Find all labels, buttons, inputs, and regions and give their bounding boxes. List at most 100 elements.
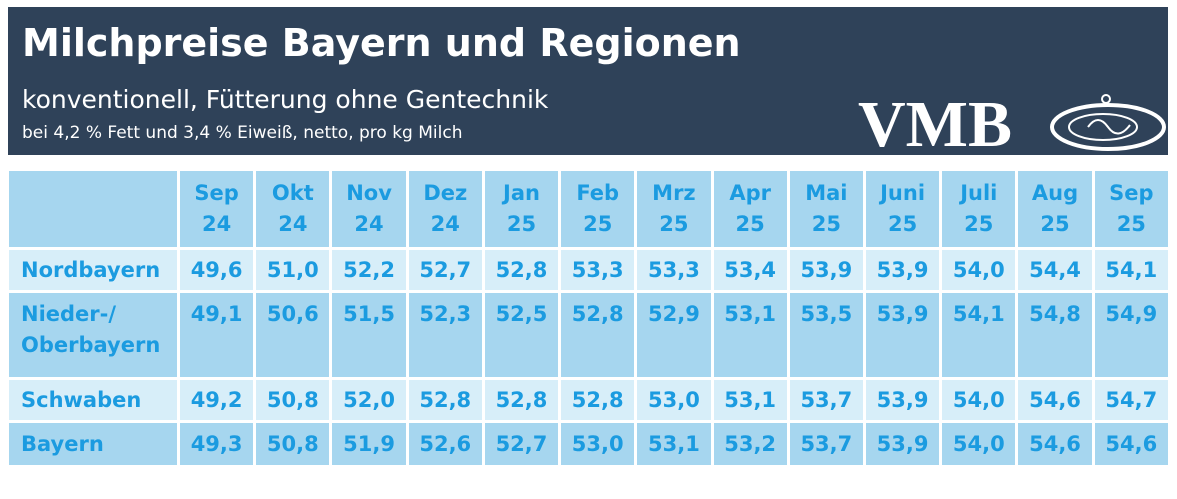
- value-cell: 53,3: [561, 250, 635, 290]
- value-cell: 50,8: [256, 423, 330, 465]
- column-header: Juni 25: [865, 171, 940, 247]
- value-cell: 52,8: [561, 293, 635, 377]
- text: Nordbayern: [21, 258, 161, 282]
- data-row: Schwaben 49,2 50,8 52,0 52,8 52,8 52,8 53,0 53,1…: [9, 380, 1168, 420]
- value-cell: 51,9: [332, 423, 406, 465]
- text: 25: [583, 212, 613, 236]
- text: Bayern: [21, 432, 104, 456]
- value-cell: 53,1: [713, 380, 787, 420]
- text: Mrz: [652, 181, 696, 205]
- data-row: Bayern 49,3 50,8 51,9 52,6 52,7 53,0 53,1 53,2 53…: [9, 423, 1168, 465]
- value-cell: 54,4: [1018, 250, 1092, 290]
- value-cell: 52,0: [332, 380, 406, 420]
- value-cell: 53,3: [637, 250, 711, 290]
- value-cell: 54,1: [1094, 250, 1168, 290]
- value-cell: 54,0: [942, 423, 1016, 465]
- value-cell: 49,6: [180, 250, 254, 290]
- header-row: Sep 24 Okt 24 Nov 24 Dez 24 Jan 25 Feb 25 Mrz 25 Apr 25…: [9, 171, 1168, 247]
- row-label: Bayern: [9, 423, 177, 465]
- header: Milchpreise Bayern und Regionen konventi…: [8, 7, 1168, 161]
- value-cell: 54,6: [1018, 423, 1092, 465]
- title: Milchpreise Bayern und Regionen: [22, 21, 741, 65]
- text: 24: [354, 212, 384, 236]
- value-cell: 53,9: [865, 293, 940, 377]
- value-cell: 53,7: [789, 380, 863, 420]
- text: Jan: [503, 181, 540, 205]
- column-header: Aug 25: [1018, 171, 1092, 247]
- value-cell: 53,2: [713, 423, 787, 465]
- text: Dez: [423, 181, 468, 205]
- data-row: Nordbayern 49,6 51,0 52,2 52,7 52,8 53,3 53,3 53…: [9, 250, 1168, 290]
- text: Apr: [729, 181, 771, 205]
- value-cell: 53,0: [637, 380, 711, 420]
- text: 24: [278, 212, 308, 236]
- value-cell: 52,8: [408, 380, 482, 420]
- value-cell: 49,2: [180, 380, 254, 420]
- value-cell: 53,9: [789, 250, 863, 290]
- value-cell: 50,8: [256, 380, 330, 420]
- column-header: Apr 25: [713, 171, 787, 247]
- text: Mai: [805, 181, 848, 205]
- text: Feb: [576, 181, 620, 205]
- column-header: Jan 25: [484, 171, 559, 247]
- value-cell: 53,1: [637, 423, 711, 465]
- value-cell: 54,6: [1094, 423, 1168, 465]
- text: 25: [964, 212, 994, 236]
- text: 25: [1116, 212, 1146, 236]
- value-cell: 52,5: [484, 293, 559, 377]
- text: Oberbayern: [21, 333, 161, 357]
- value-cell: 54,6: [1018, 380, 1092, 420]
- text: 25: [811, 212, 841, 236]
- value-cell: 53,7: [789, 423, 863, 465]
- column-header: Dez 24: [408, 171, 482, 247]
- column-header: Okt 24: [256, 171, 330, 247]
- price-table: Sep 24 Okt 24 Nov 24 Dez 24 Jan 25 Feb 25 Mrz 25 Apr 25…: [6, 168, 1171, 468]
- text: Okt: [271, 181, 314, 205]
- value-cell: 53,4: [713, 250, 787, 290]
- text: Sep: [194, 181, 239, 205]
- value-cell: 54,7: [1094, 380, 1168, 420]
- value-cell: 54,0: [942, 250, 1016, 290]
- value-cell: 52,8: [561, 380, 635, 420]
- value-cell: 52,2: [332, 250, 406, 290]
- text: Schwaben: [21, 388, 142, 412]
- value-cell: 52,9: [637, 293, 711, 377]
- text: 25: [659, 212, 689, 236]
- text: 25: [506, 212, 537, 236]
- text: 25: [735, 212, 765, 236]
- column-header: Mai 25: [789, 171, 863, 247]
- text: 25: [887, 212, 918, 236]
- text: Sep: [1109, 181, 1154, 205]
- row-label: Nieder-/ Oberbayern: [9, 293, 177, 377]
- value-cell: 49,3: [180, 423, 254, 465]
- data-row: Nieder-/Oberbayern 49,1 50,6 51,5 52,3 52,5 52…: [9, 293, 1168, 377]
- column-header: Nov 24: [332, 171, 406, 247]
- logo-icon: [1050, 94, 1166, 151]
- column-header: Mrz 25: [637, 171, 711, 247]
- text: Juli: [960, 181, 998, 205]
- value-cell: 52,8: [484, 380, 559, 420]
- column-header: Sep 24: [180, 171, 254, 247]
- value-cell: 54,0: [942, 380, 1016, 420]
- text: 24: [201, 212, 232, 236]
- value-cell: 51,0: [256, 250, 330, 290]
- text: Nov: [346, 181, 392, 205]
- value-cell: 53,0: [561, 423, 635, 465]
- value-cell: 54,8: [1018, 293, 1092, 377]
- value-cell: 53,9: [865, 250, 940, 290]
- value-cell: 53,9: [865, 380, 940, 420]
- text: Aug: [1031, 181, 1079, 205]
- value-cell: 52,7: [484, 423, 559, 465]
- value-cell: 52,7: [408, 250, 482, 290]
- subtitle: konventionell, Fütterung ohne Gentechnik: [22, 85, 549, 114]
- value-cell: 52,8: [484, 250, 559, 290]
- text: Juni: [880, 181, 926, 205]
- column-header: Juli 25: [942, 171, 1016, 247]
- value-cell: 54,1: [942, 293, 1016, 377]
- column-header: Sep 25: [1094, 171, 1168, 247]
- logo: VMB: [858, 88, 1012, 161]
- value-cell: 54,9: [1094, 293, 1168, 377]
- value-cell: 51,5: [332, 293, 406, 377]
- value-cell: 52,3: [408, 293, 482, 377]
